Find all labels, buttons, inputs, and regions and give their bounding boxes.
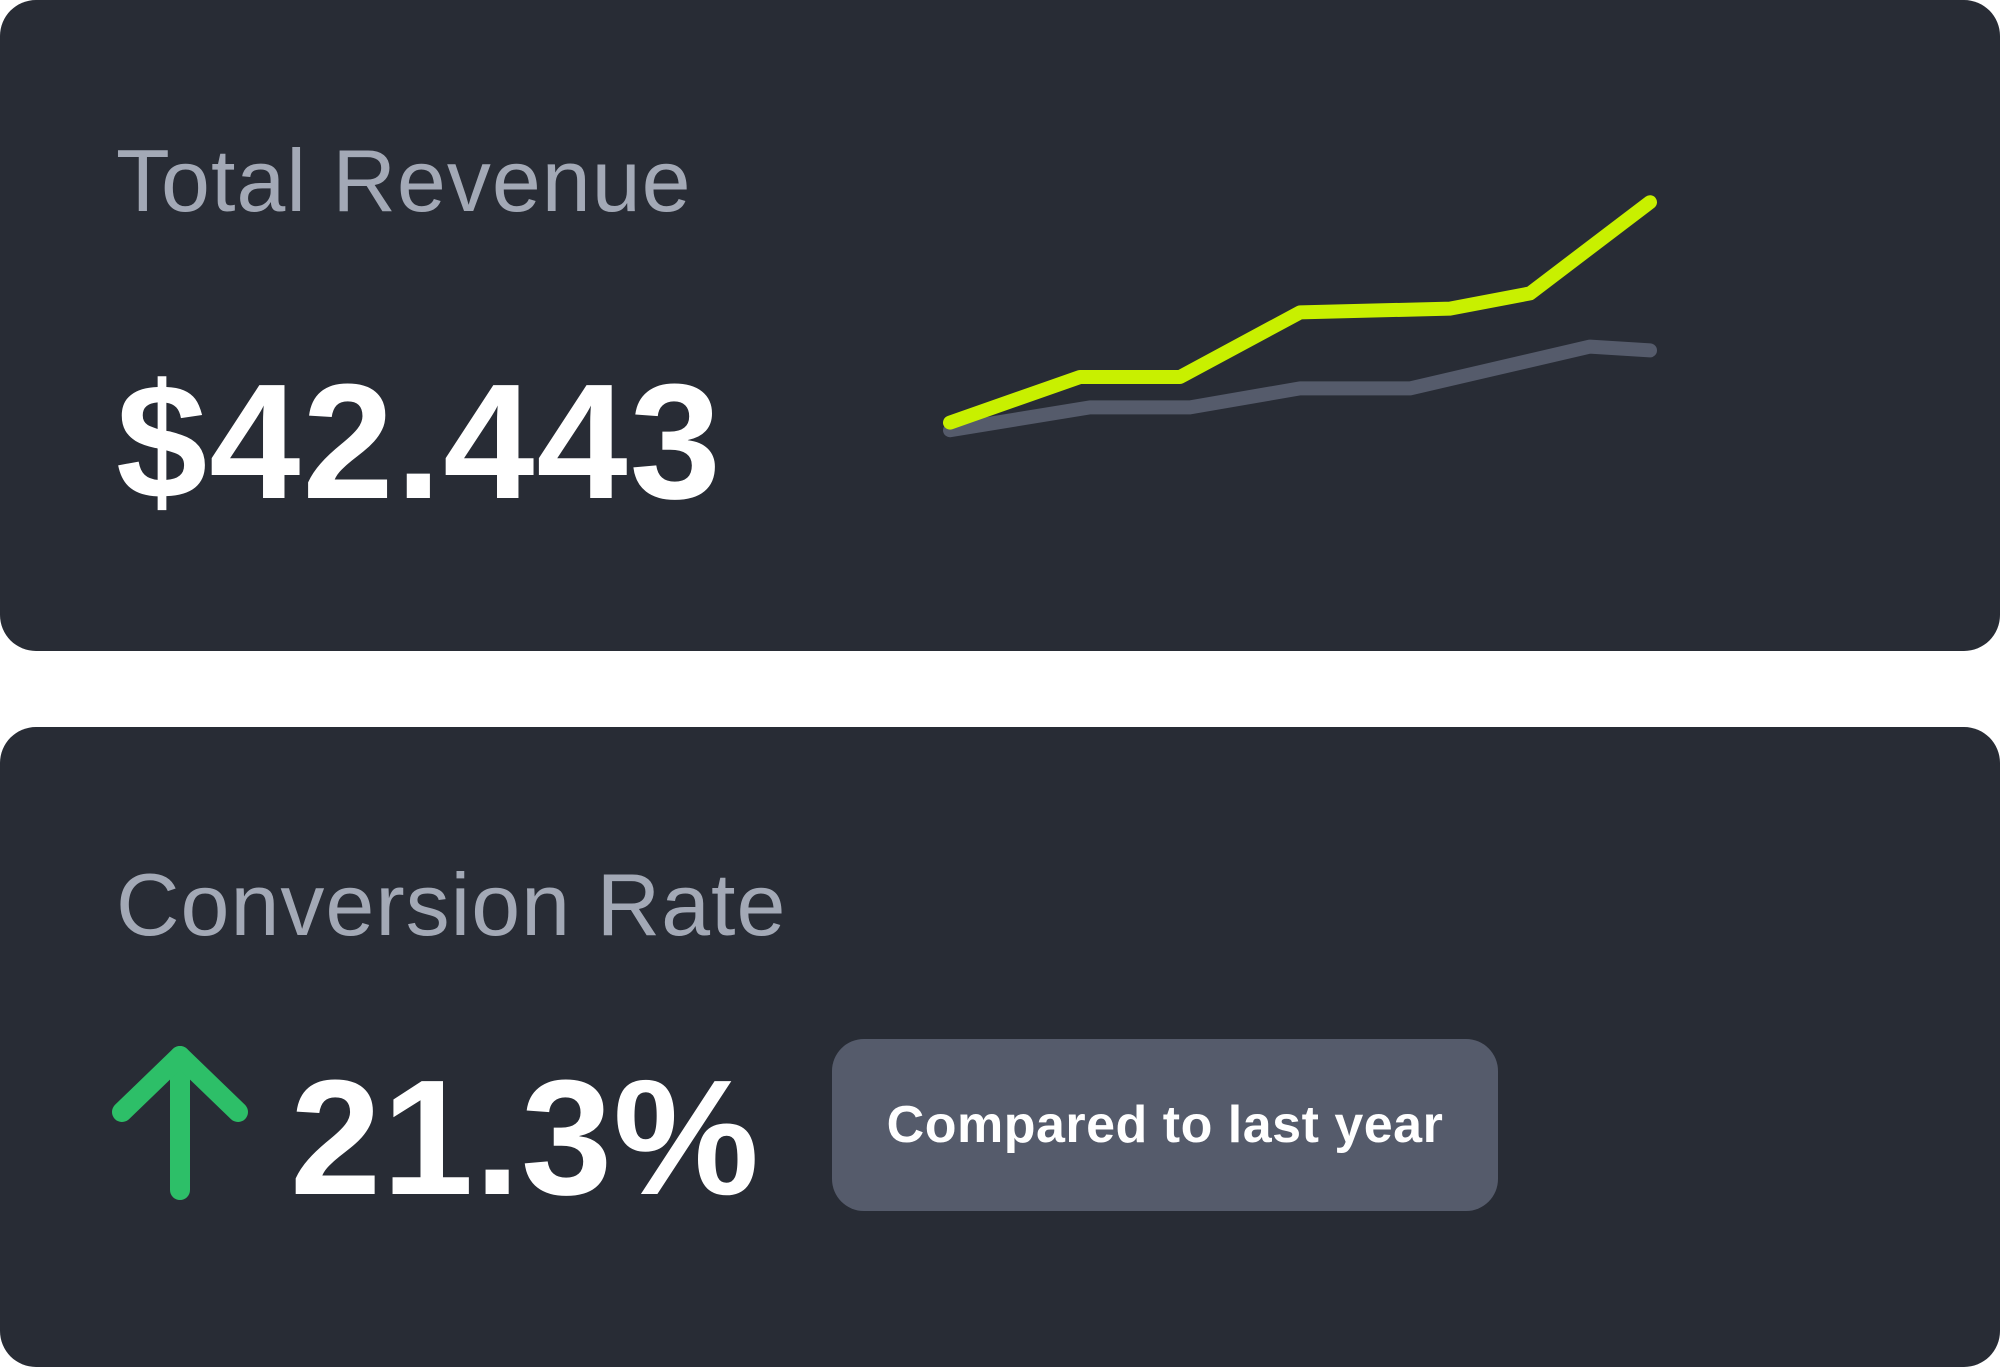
compared-to-last-year-badge: Compared to last year xyxy=(832,1039,1498,1211)
total-revenue-title: Total Revenue xyxy=(116,131,692,230)
conversion-rate-value: 21.3% xyxy=(290,1046,761,1229)
revenue-trend-chart xyxy=(943,195,1657,438)
conversion-rate-card: Conversion Rate 21.3% Compared to last y… xyxy=(0,727,2000,1367)
current-period-line xyxy=(943,195,1657,430)
total-revenue-value: $42.443 xyxy=(116,350,723,533)
total-revenue-card: Total Revenue $42.443 xyxy=(0,0,2000,651)
arrow-up-icon xyxy=(112,1046,248,1200)
conversion-rate-title: Conversion Rate xyxy=(116,855,787,954)
compare-badge-label: Compared to last year xyxy=(886,1096,1444,1154)
previous-period-line xyxy=(943,339,1657,438)
